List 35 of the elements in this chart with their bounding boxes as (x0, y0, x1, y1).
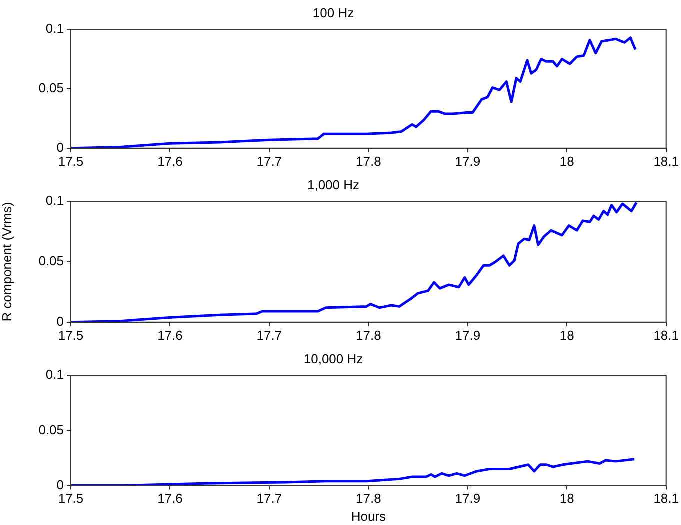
x-tick-label: 17.7 (256, 154, 282, 169)
x-tick-label: 17.8 (356, 154, 382, 169)
x-tick-label: 17.8 (356, 328, 382, 343)
x-tick-label: 18.1 (654, 154, 680, 169)
chart-title: 1,000 Hz (307, 177, 360, 192)
chart-title: 100 Hz (312, 5, 354, 20)
x-tick-label: 17.5 (58, 491, 84, 506)
x-tick-label: 18 (560, 154, 574, 169)
y-tick-label: 0.1 (46, 193, 64, 208)
x-tick-label: 17.5 (58, 154, 84, 169)
x-tick-label: 17.6 (158, 491, 183, 506)
y-tick-label: 0.05 (38, 80, 64, 96)
y-tick-label: 0 (56, 140, 64, 155)
y-tick-label: 0 (56, 477, 64, 492)
x-tick-label: 17.7 (256, 328, 282, 343)
y-axis-title: R component (Vrms) (0, 202, 14, 322)
x-tick-label: 18.1 (654, 491, 680, 506)
x-tick-label: 18.1 (654, 328, 680, 343)
x-tick-label: 18 (560, 328, 574, 343)
x-tick-label: 18 (560, 491, 574, 506)
x-tick-label: 17.8 (356, 491, 382, 506)
y-tick-label: 0.05 (38, 422, 64, 438)
y-tick-label: 0.1 (46, 21, 64, 36)
y-tick-label: 0.1 (46, 367, 64, 382)
x-tick-label: 17.7 (256, 491, 282, 506)
x-tick-label: 17.9 (455, 491, 481, 506)
x-tick-label: 17.5 (58, 328, 84, 343)
x-tick-label: 17.6 (158, 328, 183, 343)
x-tick-label: 17.9 (455, 328, 481, 343)
x-axis-title: Hours (351, 508, 387, 524)
y-tick-label: 0 (56, 314, 64, 329)
x-tick-label: 17.6 (158, 154, 183, 169)
y-tick-label: 0.05 (38, 254, 64, 269)
x-tick-label: 17.9 (455, 154, 481, 169)
chart-title: 10,000 Hz (304, 351, 364, 366)
